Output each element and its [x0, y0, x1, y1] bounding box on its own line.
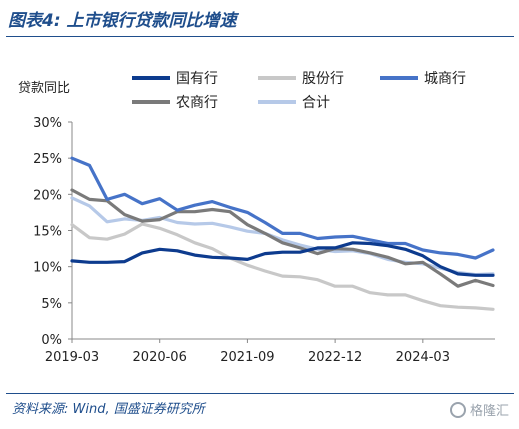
legend-label: 股份行 — [302, 71, 344, 87]
y-tick-label: 10% — [33, 261, 62, 276]
y-tick-label: 20% — [33, 188, 62, 203]
watermark-text: 格隆汇 — [469, 404, 509, 419]
y-tick-label: 5% — [41, 297, 62, 312]
legend-label: 合计 — [302, 95, 330, 111]
series-line-合计 — [70, 196, 495, 277]
title-divider — [6, 36, 514, 37]
series-lines — [70, 156, 495, 311]
source-note: 资料来源: Wind, 国盛证券研究所 — [12, 402, 205, 417]
x-tick-label: 2019-03 — [45, 350, 99, 365]
y-axis-label: 贷款同比 — [18, 81, 70, 96]
watermark-logo-icon — [449, 401, 466, 418]
axes — [68, 121, 495, 343]
legend-label: 国有行 — [176, 71, 218, 87]
tick-labels: 0% 5% 10% 15% 20% 25% 30% 2019-03 2020-06 2021-09… — [33, 116, 450, 365]
x-tick-label: 2024-03 — [396, 350, 450, 365]
figure-title: 图表4: 上市银行贷款同比增速 — [8, 11, 237, 31]
legend-label: 城商行 — [424, 71, 466, 87]
series-line-农商行 — [70, 188, 495, 288]
y-tick-label: 25% — [33, 152, 62, 167]
series-line-国有行 — [70, 241, 495, 277]
x-tick-label: 2021-09 — [220, 350, 274, 365]
y-tick-label: 0% — [41, 333, 62, 348]
series-line-股份行 — [70, 222, 495, 311]
x-tick-label: 2020-06 — [133, 350, 187, 365]
y-tick-label: 30% — [33, 116, 62, 131]
legend-label: 农商行 — [176, 95, 218, 111]
y-tick-label: 15% — [33, 225, 62, 240]
watermark: 格隆汇 — [449, 400, 509, 419]
footer-divider — [6, 393, 514, 394]
x-tick-label: 2022-12 — [308, 350, 362, 365]
series-line-城商行 — [70, 156, 495, 260]
